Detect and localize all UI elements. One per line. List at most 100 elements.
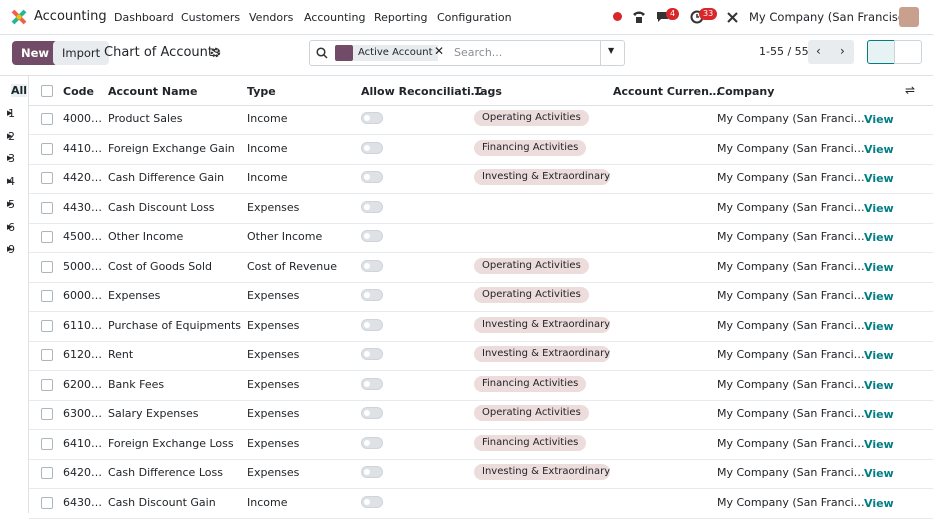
table-row[interactable]: 5000… Cost of Goods Sold Cost of Revenue Op… — [29, 253, 933, 283]
search-toggle[interactable]: ▼ — [608, 46, 615, 55]
column-header[interactable]: Type — [247, 85, 276, 98]
caret[interactable]: ▶ — [7, 177, 13, 186]
facet-remove[interactable]: ✕ — [434, 44, 445, 58]
table-row[interactable]: 6430… Cash Discount Gain Income My Company … — [29, 489, 933, 519]
sidebar-item[interactable]: 1 — [8, 107, 15, 120]
table-row[interactable]: 6420… Cash Difference Loss Expenses Investi… — [29, 459, 933, 489]
sidebar-item[interactable]: All — [11, 84, 28, 97]
view-link[interactable]: View — [864, 172, 894, 185]
row-checkbox[interactable] — [41, 172, 53, 184]
menu-item[interactable]: Vendors — [249, 11, 294, 24]
menu-item[interactable]: Dashboard — [114, 11, 174, 24]
view-link[interactable]: View — [864, 142, 894, 156]
sidebar-item[interactable]: 3 — [8, 152, 15, 166]
optional-columns[interactable]: ⇌ — [905, 83, 916, 97]
list-view-button[interactable] — [867, 40, 895, 64]
caret[interactable]: ▶ — [7, 199, 13, 208]
row-checkbox[interactable] — [41, 378, 53, 391]
sidebar-item[interactable]: 9 — [8, 243, 15, 257]
search-placeholder[interactable]: Search... — [454, 46, 503, 59]
column-header[interactable]: Allow Reconciliati… — [361, 85, 482, 98]
reconcile-toggle[interactable] — [361, 171, 383, 183]
row-checkbox[interactable] — [41, 319, 53, 332]
table-row[interactable]: 6000… Expenses Expenses Operating Activitie… — [29, 282, 933, 312]
table-row[interactable]: 6410… Foreign Exchange Loss Expenses Financ… — [29, 430, 933, 460]
pager-buttons[interactable]: ‹ › — [808, 40, 854, 64]
table-row[interactable]: 4430… Cash Discount Loss Expenses My Compan… — [29, 194, 933, 224]
sidebar-item[interactable]: 4 — [8, 175, 15, 189]
caret[interactable]: ▶ — [7, 154, 13, 163]
reconcile-toggle[interactable] — [361, 495, 383, 508]
row-checkbox[interactable] — [41, 201, 53, 214]
view-link[interactable]: View — [864, 437, 894, 451]
row-checkbox[interactable] — [41, 231, 53, 243]
column-header[interactable]: Tags — [474, 85, 502, 98]
debug-icon[interactable] — [726, 11, 739, 24]
reconcile-toggle[interactable] — [361, 289, 383, 301]
app-name[interactable]: Accounting — [34, 9, 107, 24]
reconcile-toggle[interactable] — [361, 348, 383, 360]
view-link[interactable]: View — [864, 113, 894, 126]
reconcile-toggle[interactable] — [361, 230, 383, 242]
reconcile-toggle[interactable] — [361, 407, 383, 419]
search-box[interactable]: Active Account ✕ Search... ▼ — [309, 40, 625, 66]
reconcile-toggle[interactable] — [361, 377, 383, 390]
table-row[interactable]: 6110… Purchase of Equipments Expenses Inves… — [29, 312, 933, 342]
gear-icon[interactable] — [210, 47, 221, 58]
menu-item[interactable]: Reporting — [374, 11, 428, 24]
kanban-view-button[interactable] — [894, 40, 922, 64]
view-link[interactable]: View — [864, 290, 894, 303]
row-checkbox[interactable] — [41, 142, 53, 155]
view-link[interactable]: View — [864, 467, 894, 480]
view-link[interactable]: View — [864, 378, 894, 392]
table-row[interactable]: 6200… Bank Fees Expenses Financing Activiti… — [29, 371, 933, 401]
view-link[interactable]: View — [864, 408, 894, 421]
column-header[interactable]: Account Curren… — [613, 85, 720, 98]
company-switcher[interactable]: My Company (San Francisco) — [749, 10, 916, 24]
caret[interactable]: ▶ — [7, 245, 13, 254]
table-row[interactable]: 4410… Foreign Exchange Gain Income Financin… — [29, 135, 933, 165]
row-checkbox[interactable] — [41, 437, 53, 450]
reconcile-toggle[interactable] — [361, 436, 383, 449]
phone-icon[interactable] — [631, 9, 647, 25]
table-row[interactable]: 4000… Product Sales Income Operating Activi… — [29, 105, 933, 135]
row-checkbox[interactable] — [41, 467, 53, 479]
row-checkbox[interactable] — [41, 260, 53, 273]
menu-item[interactable]: Accounting — [304, 11, 366, 24]
reconcile-toggle[interactable] — [361, 200, 383, 213]
caret[interactable]: ▶ — [7, 109, 13, 117]
user-avatar[interactable] — [899, 7, 919, 27]
reconcile-toggle[interactable] — [361, 141, 383, 154]
select-all[interactable] — [41, 85, 53, 97]
import-button[interactable]: Import — [53, 41, 110, 65]
view-link[interactable]: View — [864, 319, 894, 333]
row-checkbox[interactable] — [41, 496, 53, 509]
view-link[interactable]: View — [864, 496, 894, 510]
column-header[interactable]: Account Name — [108, 85, 198, 98]
table-row[interactable]: 6120… Rent Expenses Investing & Extraordina… — [29, 341, 933, 371]
menu-item[interactable]: Customers — [181, 11, 241, 24]
reconcile-toggle[interactable] — [361, 112, 383, 124]
sidebar-item[interactable]: 2 — [8, 129, 15, 143]
column-header[interactable]: Code — [63, 85, 94, 98]
view-link[interactable]: View — [864, 260, 894, 274]
new-button[interactable]: New — [12, 41, 59, 65]
view-link[interactable]: View — [864, 231, 894, 244]
table-row[interactable]: 4500… Other Income Other Income My Company … — [29, 223, 933, 253]
table-row[interactable]: 6300… Salary Expenses Expenses Operating Ac… — [29, 400, 933, 430]
view-link[interactable]: View — [864, 349, 894, 362]
reconcile-toggle[interactable] — [361, 466, 383, 478]
sidebar-item[interactable]: 6 — [8, 220, 15, 234]
reconcile-toggle[interactable] — [361, 318, 383, 331]
view-link[interactable]: View — [864, 201, 894, 215]
row-checkbox[interactable] — [41, 113, 53, 125]
row-checkbox[interactable] — [41, 290, 53, 302]
row-checkbox[interactable] — [41, 408, 53, 420]
table-row[interactable]: 4420… Cash Difference Gain Income Investing… — [29, 164, 933, 194]
sidebar-item[interactable]: 5 — [8, 197, 15, 211]
row-checkbox[interactable] — [41, 349, 53, 361]
column-header[interactable]: Company — [717, 85, 775, 98]
menu-item[interactable]: Configuration — [437, 11, 512, 24]
messages-icon[interactable] — [656, 10, 672, 24]
reconcile-toggle[interactable] — [361, 259, 383, 272]
